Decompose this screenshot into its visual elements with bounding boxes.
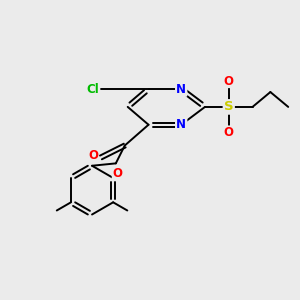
Text: S: S xyxy=(224,100,234,113)
Text: N: N xyxy=(176,82,186,96)
Text: N: N xyxy=(176,118,186,131)
Text: O: O xyxy=(224,126,234,139)
Text: O: O xyxy=(112,167,122,180)
Text: O: O xyxy=(224,74,234,88)
Text: O: O xyxy=(88,149,98,162)
Text: Cl: Cl xyxy=(87,82,100,96)
